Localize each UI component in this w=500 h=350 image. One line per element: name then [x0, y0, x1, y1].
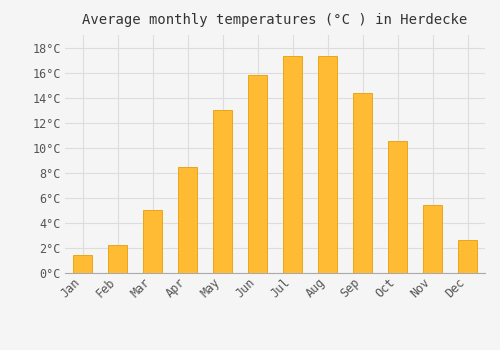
Bar [318, 56, 337, 273]
Bar [388, 141, 407, 273]
Bar [178, 167, 197, 273]
Bar [108, 245, 127, 273]
Bar [458, 240, 477, 273]
Bar [248, 75, 267, 273]
Title: Average monthly temperatures (°C ) in Herdecke: Average monthly temperatures (°C ) in He… [82, 13, 468, 27]
Bar [283, 56, 302, 273]
Bar [353, 93, 372, 273]
Bar [213, 110, 232, 273]
Bar [143, 210, 162, 273]
Bar [423, 205, 442, 273]
Bar [73, 256, 92, 273]
